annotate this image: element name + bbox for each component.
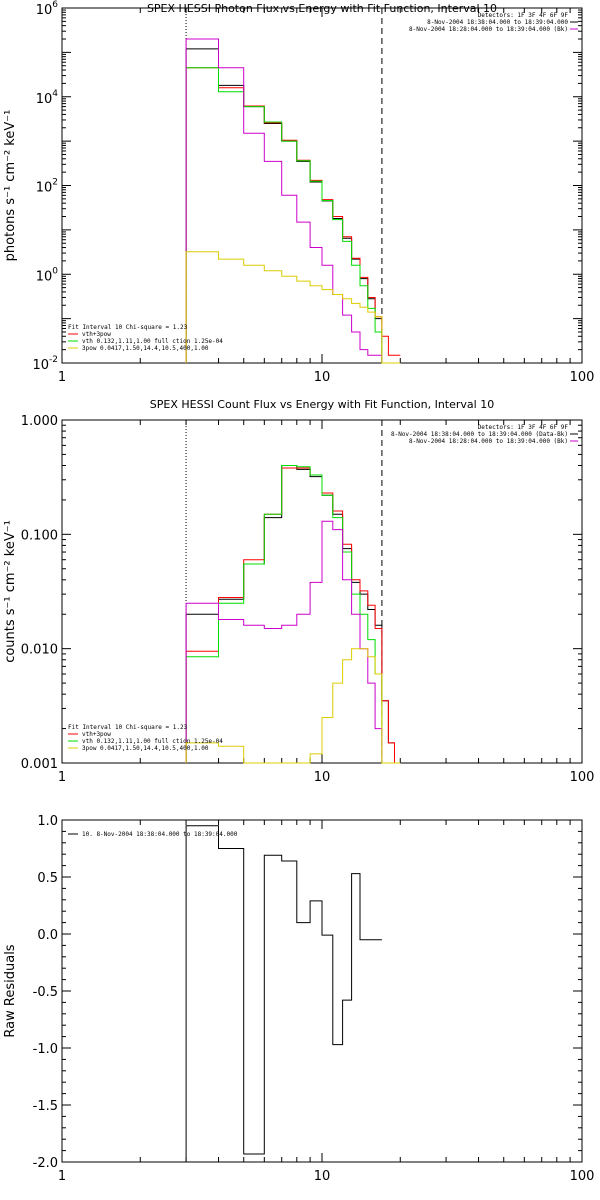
- y-tick-exponent: 4: [52, 89, 58, 99]
- y-tick-label: 102: [36, 178, 58, 196]
- y-tick-label: 0.001: [21, 757, 58, 772]
- series-data: [185, 48, 401, 364]
- y-tick-base: 10: [32, 358, 49, 373]
- y-tick-label: 104: [36, 89, 59, 107]
- series-background: [185, 520, 401, 764]
- y-tick-label: -1.0: [33, 1042, 58, 1057]
- legend-right-entry: Detectors: 1F 3F 4F 6F 9F: [478, 12, 569, 19]
- y-tick-base: 10: [36, 269, 53, 284]
- x-tick-label: 1: [58, 370, 66, 385]
- x-tick-label: 10: [314, 370, 331, 385]
- series-vth-3pow: [185, 67, 401, 363]
- legend-left-entry: Fit Interval 10 Chi-square = 1.23: [68, 724, 188, 731]
- y-axis-label: counts s⁻¹ cm⁻² keV⁻¹: [3, 520, 18, 663]
- series-residuals: [185, 825, 382, 1162]
- legend-right-entry: 8-Nov-2004 18:38:04.000 to 18:39:04.000: [427, 19, 568, 26]
- y-axis-label: Raw Residuals: [3, 944, 18, 1037]
- y-tick-exponent: -2: [49, 355, 58, 365]
- x-tick-label: 1: [58, 1169, 66, 1184]
- legend-left-entry: vth+3pow: [82, 731, 111, 738]
- legend-left-entry: vth 0.132,1.11,1.00 full ction 1.25e-04: [82, 338, 223, 345]
- chart-panel-3: 1 10 100 1.0 0.5 0.0 -0.5 -1.0 -1.5 -2.0 Raw Resid…: [3, 814, 594, 1184]
- legend-right-entry: 8-Nov-2004 18:28:04.000 to 18:39:04.000 …: [409, 26, 568, 33]
- series-3pow: [185, 648, 401, 764]
- series-3pow: [185, 251, 401, 364]
- series-vth: [185, 67, 401, 364]
- y-axis-label: photons s⁻¹ cm⁻² keV⁻¹: [3, 110, 18, 262]
- y-tick-label: 1.0: [37, 814, 58, 829]
- chart-title: SPEX HESSI Count Flux vs Energy with Fit…: [150, 398, 494, 411]
- y-tick-exponent: 2: [52, 178, 58, 188]
- legend-left-entry: 10. 8-Nov-2004 18:38:04.000 to 18:39:04.…: [82, 831, 238, 838]
- legend-right-entry: 8-Nov-2004 18:28:04.000 to 18:39:04.000 …: [409, 438, 568, 445]
- y-tick-label: -0.5: [33, 985, 58, 1000]
- legend-left-entry: 3pow 0.0417,1.50,14.4,10.5,400,1.00: [82, 345, 209, 352]
- y-tick-label: 10-2: [32, 355, 58, 373]
- legend-left-entry: vth 0.132,1.11,1.00 full ction 1.25e-04: [82, 738, 223, 745]
- y-tick-label: 1.000: [21, 414, 58, 429]
- y-tick-label: 106: [36, 0, 59, 18]
- x-tick-label: 100: [570, 1169, 595, 1184]
- legend-right-entry: Detectors: 1F 3F 4F 6F 9F: [478, 424, 569, 431]
- x-tick-label: 10: [314, 1169, 331, 1184]
- plot-frame: [61, 419, 583, 764]
- y-tick-exponent: 0: [52, 266, 58, 276]
- y-tick-label: 0.100: [21, 528, 58, 543]
- chart-panel-1: SPEX HESSI Photon Flux vs Energy with Fi…: [3, 0, 594, 385]
- legend-left-entry: vth+3pow: [82, 331, 111, 338]
- legend-left-entry: 3pow 0.0417,1.50,14.4,10.5,400,1.00: [82, 745, 209, 752]
- series-background: [185, 38, 401, 364]
- y-tick-label: 0.5: [37, 871, 58, 886]
- plot-frame: [61, 819, 583, 1163]
- y-tick-label: 100: [36, 266, 59, 284]
- y-tick-label: -1.5: [33, 1099, 58, 1114]
- chart-panel-2: SPEX HESSI Count Flux vs Energy with Fit…: [3, 398, 594, 785]
- x-tick-label: 10: [314, 770, 331, 785]
- y-tick-label: -2.0: [33, 1156, 58, 1171]
- x-tick-label: 100: [570, 370, 595, 385]
- series-vth-3pow: [185, 467, 401, 764]
- legend-right-entry: 8-Nov-2004 18:38:04.000 to 18:39:04.000 …: [391, 431, 568, 438]
- y-tick-base: 10: [36, 181, 53, 196]
- y-tick-base: 10: [36, 92, 53, 107]
- x-tick-label: 1: [58, 770, 66, 785]
- y-tick-label: 0.0: [37, 928, 58, 943]
- legend-left-entry: Fit Interval 10 Chi-square = 1.23: [68, 324, 188, 331]
- y-tick-base: 10: [36, 3, 53, 18]
- x-tick-label: 100: [570, 770, 595, 785]
- y-tick-label: 0.010: [21, 643, 58, 658]
- y-tick-exponent: 6: [52, 0, 58, 10]
